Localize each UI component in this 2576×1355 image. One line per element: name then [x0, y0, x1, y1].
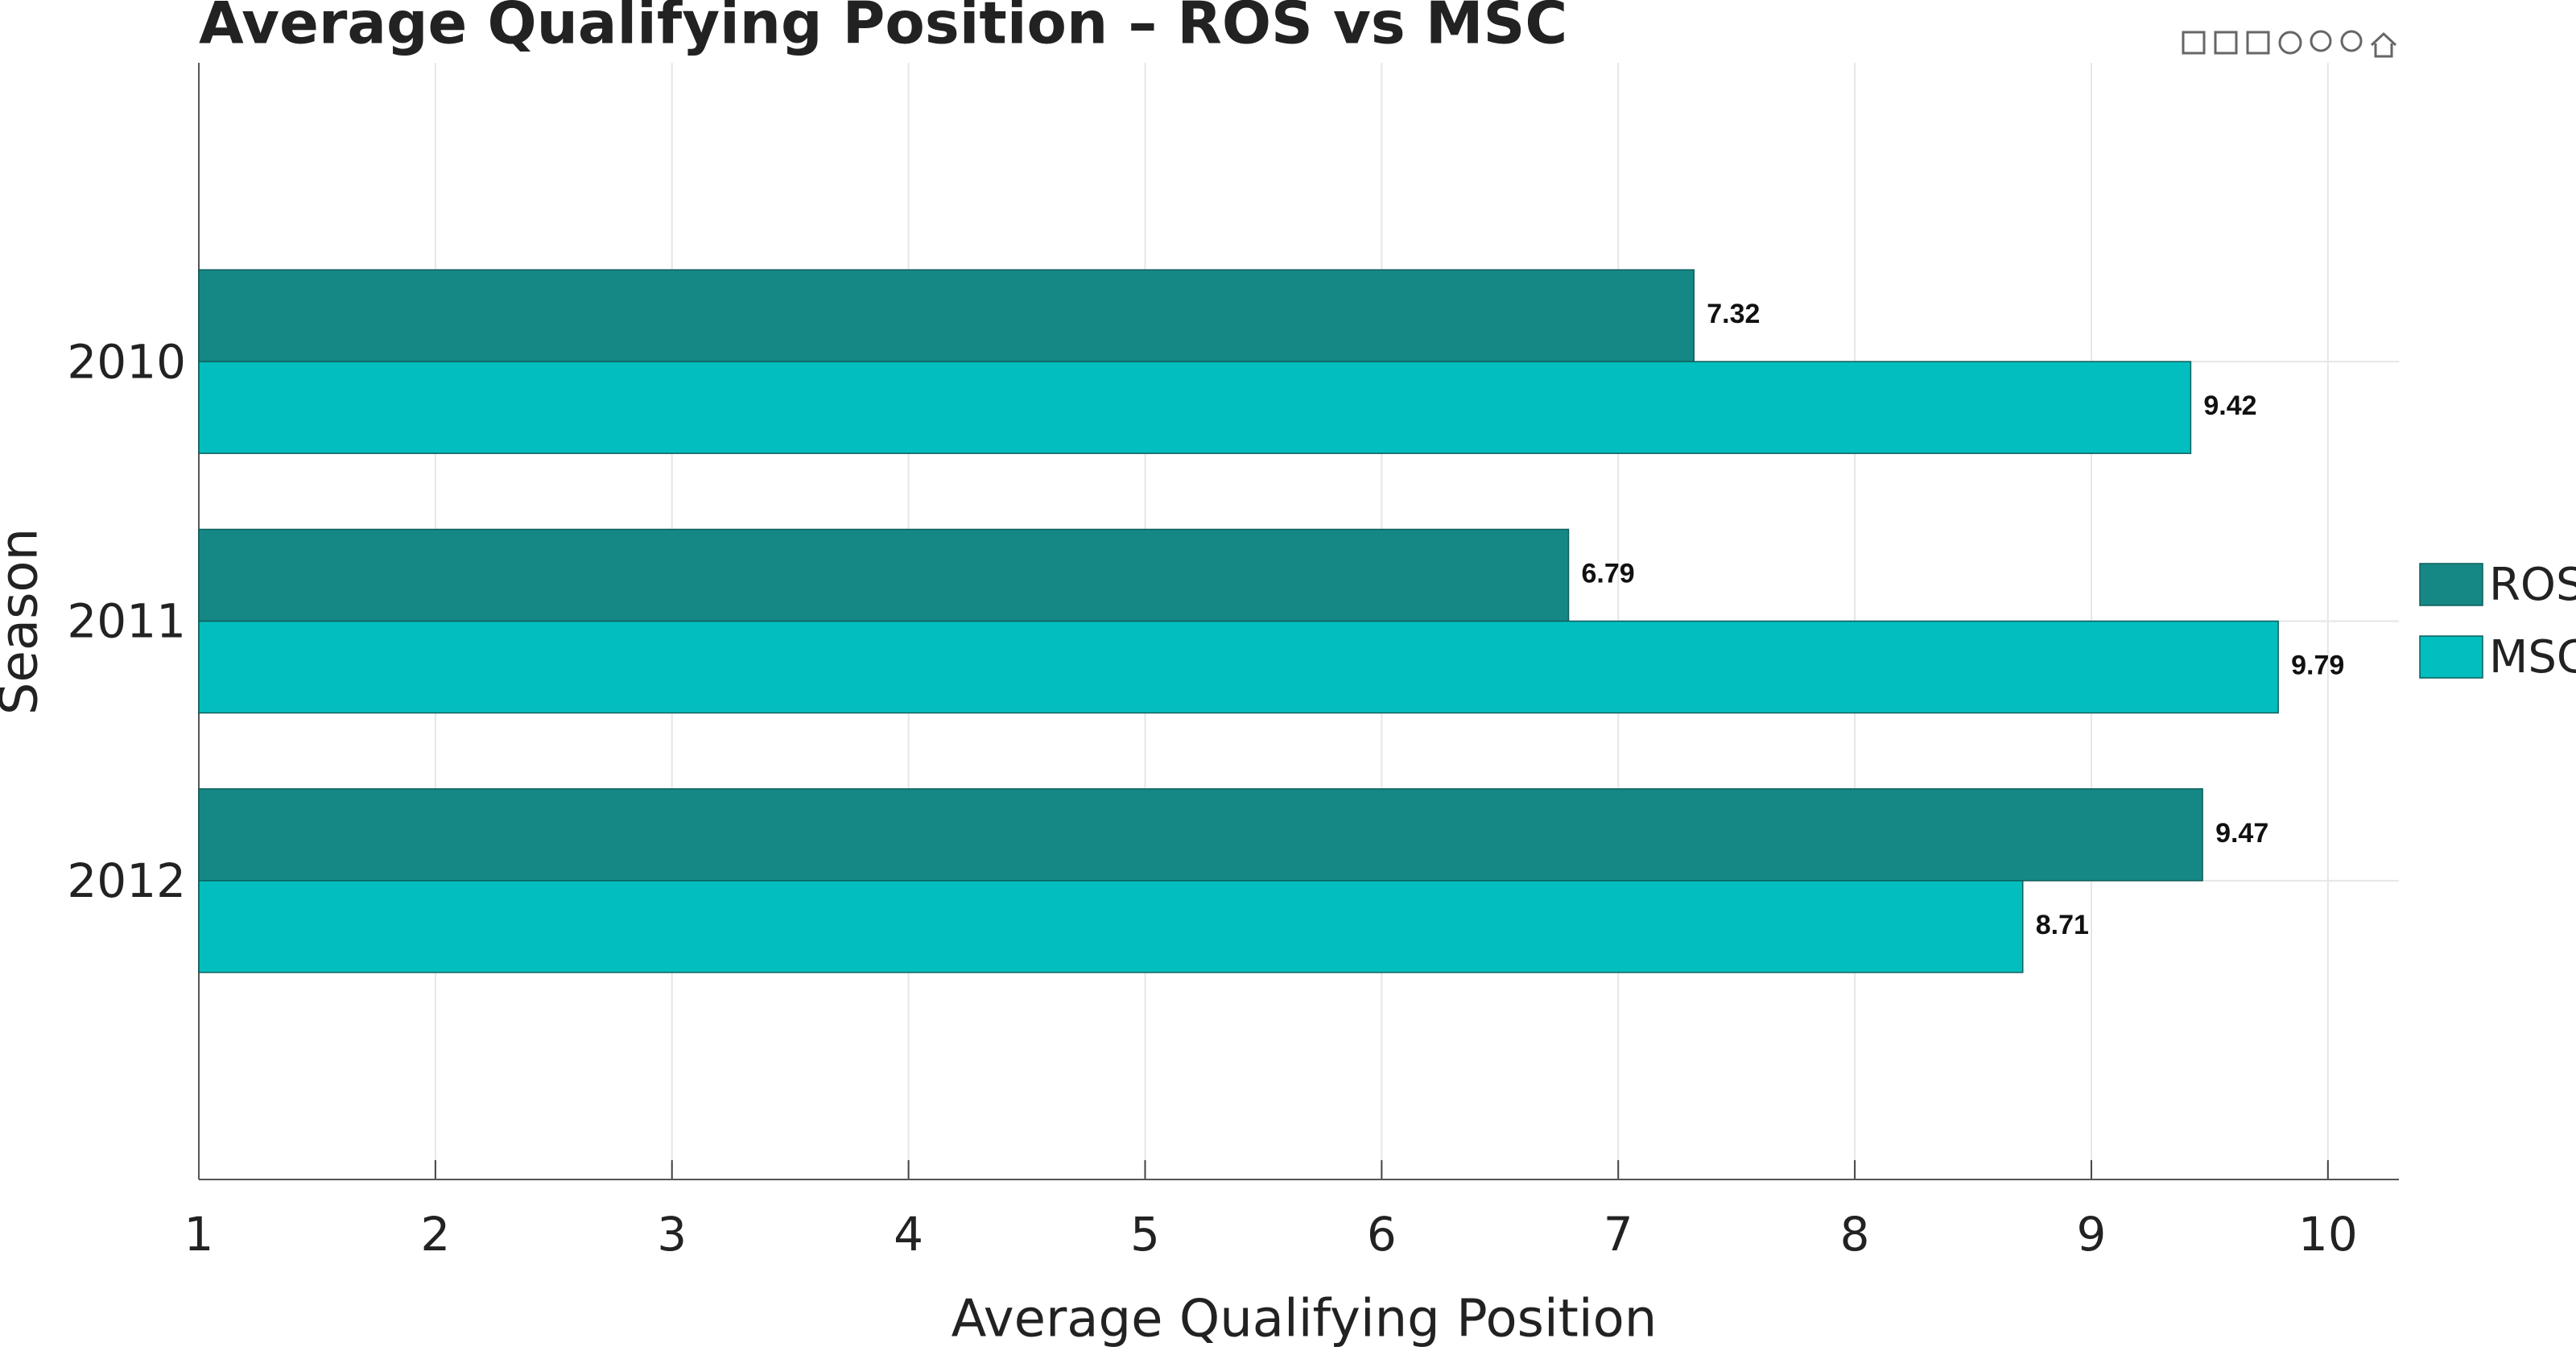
legend-label: ROS [2489, 559, 2576, 611]
y-tick-label: 2011 [67, 594, 186, 649]
value-label: 9.42 [2203, 390, 2256, 421]
y-axis-label: Season [0, 528, 50, 715]
legend-swatch [2419, 563, 2483, 606]
bar [198, 880, 2024, 973]
legend-swatch [2419, 635, 2483, 679]
value-label: 9.79 [2291, 650, 2344, 680]
toolbar[interactable] [2182, 30, 2397, 58]
value-label: 9.47 [2215, 818, 2268, 849]
tool-pan[interactable] [2278, 31, 2302, 55]
legend-label: MSC [2489, 631, 2576, 684]
bar [198, 788, 2203, 882]
bar [198, 528, 1570, 622]
bar [198, 361, 2192, 454]
x-tick-label: 6 [1367, 1207, 1397, 1262]
value-label: 8.71 [2036, 910, 2089, 940]
x-tick-label: 5 [1130, 1207, 1160, 1262]
chart-title: Average Qualifying Position – ROS vs MSC [199, 0, 1567, 57]
x-tick-label: 8 [1840, 1207, 1870, 1262]
x-tick-label: 1 [184, 1207, 214, 1262]
tool-zoom-in[interactable] [2310, 30, 2332, 52]
bar [198, 620, 2279, 714]
x-tick-label: 10 [2298, 1207, 2358, 1262]
x-axis-label: Average Qualifying Position [952, 1290, 1657, 1349]
x-tick-label: 7 [1604, 1207, 1633, 1262]
y-tick-label: 2010 [67, 334, 186, 389]
tool-home[interactable] [2370, 31, 2397, 58]
tool-legend[interactable] [2246, 31, 2270, 55]
tool-zoom-out[interactable] [2340, 30, 2363, 52]
y-tick-label: 2012 [67, 853, 186, 908]
tool-datatip[interactable] [2214, 31, 2238, 55]
x-tick-label: 4 [894, 1207, 923, 1262]
value-label: 6.79 [1582, 558, 1635, 589]
x-tick-label: 2 [420, 1207, 450, 1262]
tool-brush[interactable] [2182, 31, 2206, 55]
x-tick-label: 3 [657, 1207, 687, 1262]
bar [198, 269, 1695, 362]
x-tick-label: 9 [2077, 1207, 2107, 1262]
value-label: 7.32 [1707, 299, 1760, 329]
